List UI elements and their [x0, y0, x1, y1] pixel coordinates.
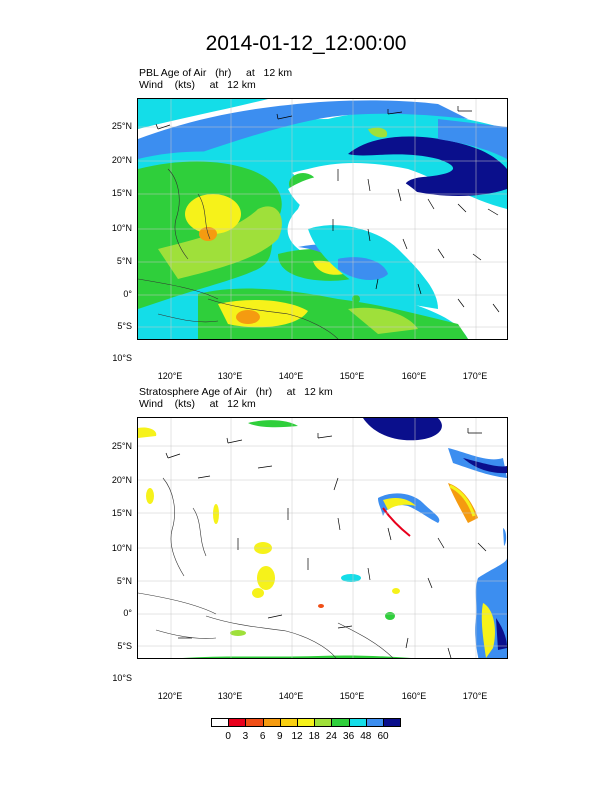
colorbar-tick-label: 6 [259, 731, 266, 742]
p2-lat-label: 5°N [116, 576, 132, 586]
colorbar-swatch [228, 718, 247, 727]
p1-lat-label: 15°N [111, 188, 132, 198]
p1-lat-label: 20°N [111, 155, 132, 165]
p1-lat-label: 5°S [117, 321, 132, 331]
colorbar-swatch [245, 718, 264, 727]
p2-lat-label: 5°S [117, 641, 132, 651]
p1-lat-label: 10°S [112, 353, 132, 363]
colorbar-tick-label: 60 [377, 731, 389, 742]
p1-lon-label: 150°E [339, 371, 365, 381]
p2-lon-label: 120°E [157, 691, 183, 701]
p2-lat-label: 10°N [111, 543, 132, 553]
p1-lat-label: 0° [123, 289, 132, 299]
colorbar-tick-label: 36 [343, 731, 355, 742]
p2-lat-label: 15°N [111, 508, 132, 518]
figure-title: 2014-01-12_12:00:00 [205, 32, 407, 55]
colorbar-tick-label: 12 [291, 731, 303, 742]
colorbar-swatch [348, 718, 367, 727]
colorbar-swatch [331, 718, 350, 727]
colorbar-tick-label: 18 [308, 731, 320, 742]
colorbar-swatch [296, 718, 316, 727]
colorbar-swatch [279, 718, 298, 727]
colorbar-tick-label: 3 [242, 731, 249, 742]
p1-lon-label: 140°E [278, 371, 304, 381]
p2-lon-label: 150°E [339, 691, 365, 701]
p2-lon-label: 140°E [278, 691, 304, 701]
colorbar-swatch [365, 718, 384, 727]
p1-lon-label: 160°E [401, 371, 427, 381]
p2-lat-label: 20°N [111, 475, 132, 485]
p2-lat-label: 0° [123, 608, 132, 618]
pbl-age-map [137, 98, 508, 340]
colorbar-tick-label: 48 [360, 731, 372, 742]
p1-lat-label: 5°N [116, 256, 132, 266]
p2-lon-label: 130°E [217, 691, 243, 701]
colorbar-tick-label: 0 [225, 731, 231, 742]
panel1-label: PBL Age of Air (hr) at 12 km Wind (kts) … [139, 67, 292, 91]
p1-lat-label: 25°N [111, 121, 132, 131]
panel1-label-line2: Wind (kts) at 12 km [139, 79, 256, 91]
pbl-age-field [138, 99, 507, 339]
panel2-label: Stratosphere Age of Air (hr) at 12 km Wi… [139, 386, 333, 410]
colorbar-tick-label: 9 [277, 731, 283, 742]
p1-lon-label: 170°E [462, 371, 488, 381]
panel2-label-line1: Stratosphere Age of Air (hr) at 12 km [139, 386, 333, 398]
colorbar-swatch [314, 718, 333, 727]
stratosphere-age-field [138, 418, 507, 658]
p1-lat-label: 10°N [111, 223, 132, 233]
panel2-label-line2: Wind (kts) at 12 km [139, 398, 256, 410]
p2-lat-label: 10°S [112, 673, 132, 683]
p1-lon-label: 130°E [217, 371, 243, 381]
stratosphere-age-map [137, 417, 508, 659]
colorbar-swatch [262, 718, 281, 727]
colorbar-swatch [211, 718, 230, 727]
colorbar-swatch [382, 718, 402, 727]
colorbar-tick-label: 24 [325, 731, 337, 742]
p2-lon-label: 160°E [401, 691, 427, 701]
panel1-label-line1: PBL Age of Air (hr) at 12 km [139, 67, 293, 79]
p2-lon-label: 170°E [462, 691, 488, 701]
p2-lat-label: 25°N [111, 441, 132, 451]
p1-lon-label: 120°E [157, 371, 183, 381]
colorbar [211, 718, 402, 727]
